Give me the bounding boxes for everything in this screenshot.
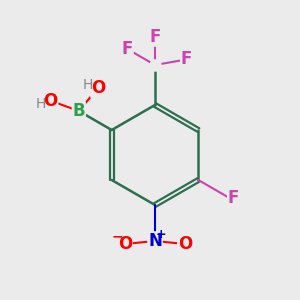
Text: F: F — [228, 189, 239, 207]
Text: O: O — [91, 79, 105, 97]
Text: N: N — [148, 232, 162, 250]
Text: F: F — [149, 28, 161, 46]
Text: O: O — [178, 235, 192, 253]
Text: H: H — [35, 97, 46, 111]
Text: +: + — [156, 229, 166, 242]
Text: −: − — [111, 229, 123, 243]
Text: O: O — [44, 92, 58, 110]
Text: B: B — [73, 102, 85, 120]
Text: H: H — [83, 78, 93, 92]
Text: O: O — [118, 235, 132, 253]
Text: F: F — [181, 50, 192, 68]
Text: F: F — [122, 40, 133, 58]
